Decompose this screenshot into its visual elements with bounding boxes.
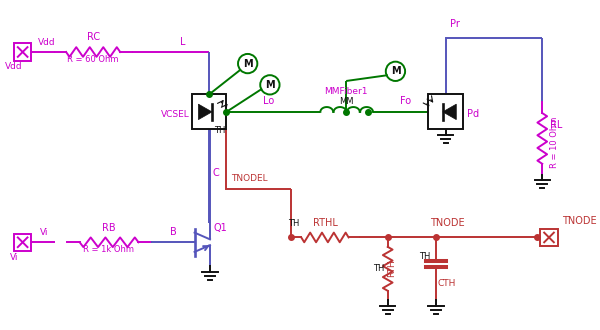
Text: M: M <box>265 80 275 90</box>
Polygon shape <box>443 104 456 119</box>
Text: RTH: RTH <box>387 259 396 277</box>
Text: M: M <box>391 66 400 76</box>
Text: TH: TH <box>288 219 299 228</box>
Text: C: C <box>213 168 220 178</box>
Text: CTH: CTH <box>438 279 457 288</box>
Text: MMFiber1: MMFiber1 <box>325 87 368 96</box>
Bar <box>541 229 558 246</box>
Text: B: B <box>170 226 177 237</box>
Text: L: L <box>180 37 185 47</box>
Text: Vdd: Vdd <box>5 62 23 71</box>
Text: Vi: Vi <box>40 228 49 237</box>
Polygon shape <box>199 104 212 119</box>
Text: RB: RB <box>102 223 115 233</box>
Text: R = 1k Ohm: R = 1k Ohm <box>83 245 134 254</box>
Text: Pr: Pr <box>451 19 460 29</box>
Text: TNODEL: TNODEL <box>231 175 268 183</box>
Text: RTHL: RTHL <box>313 218 337 228</box>
Text: R = 10 Ohm: R = 10 Ohm <box>550 117 559 169</box>
Text: Pd: Pd <box>467 109 479 119</box>
Text: TH: TH <box>373 264 385 273</box>
Bar <box>191 94 226 129</box>
Text: TH: TH <box>419 252 430 261</box>
Text: TNODE: TNODE <box>562 216 596 226</box>
Text: M: M <box>243 59 253 69</box>
Text: TNODE: TNODE <box>430 218 465 228</box>
Text: VCSEL: VCSEL <box>161 110 190 119</box>
Text: Vi: Vi <box>10 253 18 262</box>
Text: Lo: Lo <box>263 96 274 106</box>
Bar <box>428 94 463 129</box>
Text: MM: MM <box>339 97 353 106</box>
Bar <box>14 234 31 251</box>
Text: Vdd: Vdd <box>38 38 56 47</box>
Text: Fo: Fo <box>400 96 412 106</box>
Text: RL: RL <box>550 120 562 130</box>
Text: Q1: Q1 <box>214 223 227 233</box>
Text: RC: RC <box>86 32 100 43</box>
Bar <box>14 43 31 61</box>
Text: TH: TH <box>214 126 225 135</box>
Text: R = 60 Ohm: R = 60 Ohm <box>67 55 119 64</box>
